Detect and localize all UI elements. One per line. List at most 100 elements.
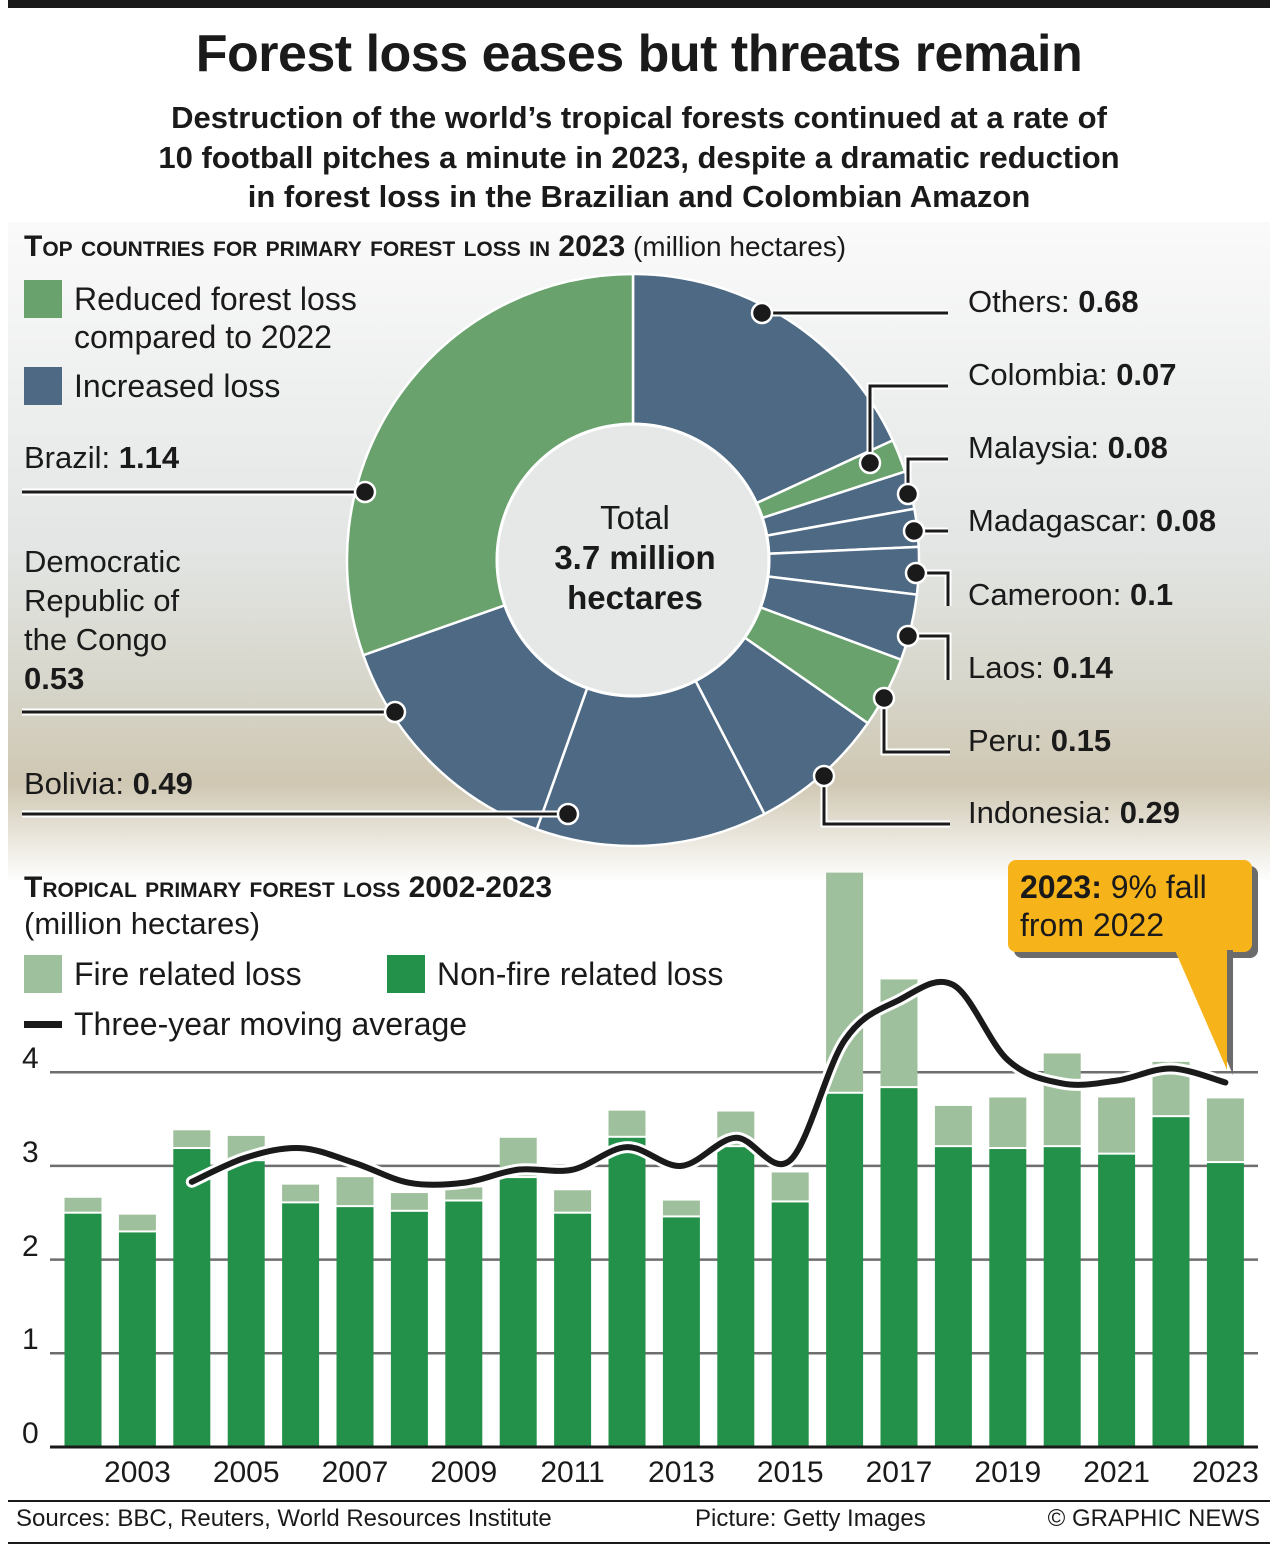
- leader-dot: [904, 561, 928, 585]
- slice-label: Brazil: 1.14: [24, 440, 180, 475]
- subtitle-line: 10 football pitches a minute in 2023, de…: [158, 139, 1120, 175]
- legend-label: Fire related loss: [74, 956, 302, 992]
- slice-name: Colombia: [968, 357, 1099, 392]
- slice-name: Peru: [968, 723, 1034, 758]
- bar-nonfire-2018: [934, 1147, 972, 1447]
- bar-fire-2020: [1043, 1053, 1081, 1146]
- bar-fire-2009: [445, 1187, 483, 1200]
- slice-label: Madagascar: 0.08: [968, 503, 1217, 538]
- leader-line: [906, 457, 948, 494]
- donut-heading: Top countries for primary forest loss in…: [24, 230, 846, 264]
- slice-label: Democratic Republic of the Congo 0.53: [24, 542, 224, 698]
- legend-swatch: [24, 367, 62, 405]
- leader-dot: [896, 624, 920, 648]
- legend-label: Three-year moving average: [74, 1006, 468, 1042]
- legend-line-swatch: [24, 1021, 62, 1028]
- bar-nonfire-2005: [227, 1161, 265, 1447]
- bar-unit: (million hectares): [24, 906, 260, 942]
- bar-fire-2023: [1206, 1098, 1244, 1162]
- bar-nonfire-2002: [64, 1213, 102, 1447]
- legend-label: Reduced forest loss compared to 2022: [74, 281, 357, 355]
- y-tick-label: 2: [22, 1229, 39, 1263]
- leader-dot: [353, 480, 377, 504]
- donut-chart: [22, 272, 952, 848]
- legend-nonfire: Non-fire related loss: [387, 955, 723, 993]
- legend-label: Increased loss: [74, 368, 281, 404]
- leader-dot: [750, 301, 774, 325]
- bar-nonfire-2008: [390, 1211, 428, 1447]
- bar-nonfire-2003: [118, 1232, 156, 1447]
- bar-nonfire-2012: [608, 1137, 646, 1447]
- callout-text: 9% fall: [1110, 869, 1207, 905]
- top-rule: [8, 0, 1270, 8]
- bar-nonfire-2014: [717, 1147, 755, 1447]
- x-tick-label: 2017: [865, 1456, 933, 1489]
- donut-unit: (million hectares): [632, 231, 847, 262]
- bar-nonfire-2011: [554, 1213, 592, 1447]
- bar-nonfire-2007: [336, 1207, 374, 1447]
- slice-name: Brazil: [24, 440, 102, 475]
- donut-hole: [495, 422, 771, 698]
- bar-fire-2002: [64, 1197, 102, 1212]
- slice-name: Malaysia: [968, 430, 1091, 465]
- slice-name: Bolivia: [24, 766, 116, 801]
- donut-title: Top countries for primary forest loss in…: [24, 230, 626, 263]
- x-tick-label: 2013: [648, 1456, 715, 1489]
- slice-label: Bolivia: 0.49: [24, 766, 193, 801]
- callout-line2: from 2022: [1020, 907, 1165, 943]
- bar-nonfire-2010: [499, 1178, 537, 1447]
- footer-rule: [8, 1500, 1270, 1502]
- footer-picture: Picture: Getty Images: [695, 1505, 926, 1532]
- slice-name: Cameroon: [968, 577, 1113, 612]
- bar-fire-2018: [934, 1105, 972, 1146]
- legend-swatch: [387, 955, 425, 993]
- bar-fire-2019: [989, 1097, 1027, 1148]
- x-tick-label: 2015: [756, 1456, 824, 1489]
- bar-fire-2021: [1098, 1097, 1136, 1153]
- footer-rule: [8, 1542, 1270, 1544]
- leader-dot: [902, 519, 926, 543]
- legend-swatch: [24, 955, 62, 993]
- bar-nonfire-2013: [662, 1217, 700, 1447]
- bar-nonfire-2019: [989, 1149, 1027, 1447]
- leader-line: [868, 384, 948, 463]
- y-tick-label: 0: [22, 1417, 39, 1450]
- bar-title: Tropical primary forest loss 2002-2023: [24, 871, 553, 904]
- bar-fire-2013: [662, 1200, 700, 1216]
- bar-nonfire-2017: [880, 1088, 918, 1447]
- moving-average-line: [188, 978, 1229, 1188]
- bar-heading: Tropical primary forest loss 2002-2023: [24, 868, 584, 908]
- slice-label: Peru: 0.15: [968, 723, 1112, 758]
- slice-value: 0.07: [1116, 357, 1177, 392]
- y-tick-label: 3: [22, 1135, 39, 1169]
- legend-swatch: [24, 280, 62, 318]
- leader-dot: [896, 482, 920, 506]
- leader-dot: [812, 764, 836, 788]
- x-tick-label: 2009: [430, 1456, 498, 1489]
- bar-fire-2003: [118, 1214, 156, 1231]
- slice-name: Madagascar: [968, 503, 1139, 538]
- footer-sources: Sources: BBC, Reuters, World Resources I…: [16, 1505, 552, 1532]
- bar-fire-2012: [608, 1110, 646, 1136]
- page-title: Forest loss eases but threats remain: [195, 25, 1083, 83]
- bar-fire-2008: [390, 1193, 428, 1210]
- legend-increased: Increased loss: [24, 367, 280, 405]
- bar-nonfire-2004: [173, 1149, 211, 1447]
- bar-fire-2004: [173, 1130, 211, 1148]
- bar-nonfire-2006: [282, 1203, 320, 1447]
- slice-label: Laos: 0.14: [968, 650, 1113, 685]
- slice-name: Others: [968, 284, 1062, 319]
- bar-fire-2006: [282, 1184, 320, 1202]
- legend-average: Three-year moving average: [24, 1005, 467, 1043]
- slice-name: Indonesia: [968, 795, 1103, 830]
- bar-fire-2011: [554, 1190, 592, 1212]
- slice-value: 0.49: [132, 766, 193, 801]
- slice-label: Indonesia: 0.29: [968, 795, 1181, 830]
- x-tick-label: 2021: [1083, 1456, 1150, 1489]
- slice-value: 0.53: [24, 661, 85, 696]
- slice-label: Colombia: 0.07: [968, 357, 1177, 392]
- center-line: Total: [600, 499, 670, 536]
- leader-dot: [858, 451, 882, 475]
